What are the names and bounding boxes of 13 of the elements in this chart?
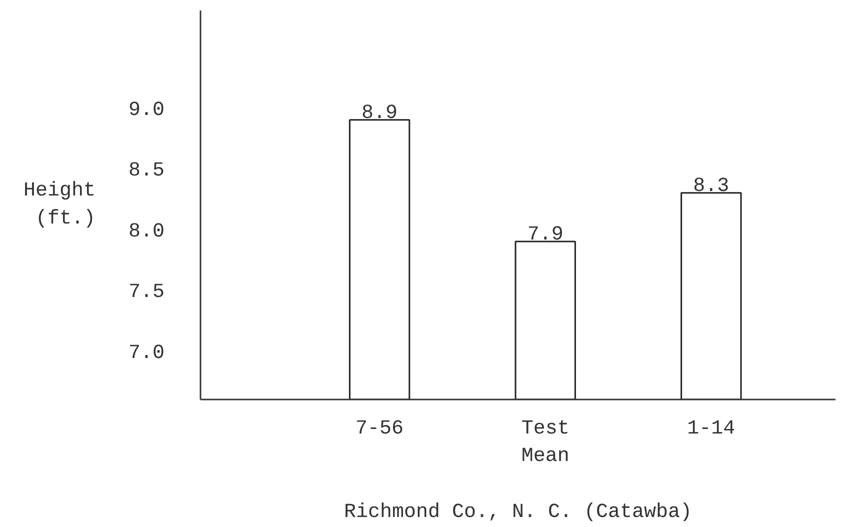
y-tick-label: 9.0 [128,98,165,122]
data-label: 8.3 [693,174,730,198]
x-axis-title: Richmond Co., N. C. (Catawba) [344,501,692,524]
y-tick-label: 8.0 [128,220,165,244]
x-tick-label: 1-14 [687,418,736,440]
data-label: 7.9 [527,223,564,246]
x-tick-label: 7-56 [356,418,404,440]
y-tick-label: 8.5 [128,160,165,183]
y-tick-label: 7.5 [128,281,165,304]
data-label: 8.9 [362,102,398,125]
x-tick-label: Test Mean [521,418,570,468]
y-tick-label: 7.0 [128,342,165,365]
y-axis-title: Height (ft.) [23,180,96,230]
